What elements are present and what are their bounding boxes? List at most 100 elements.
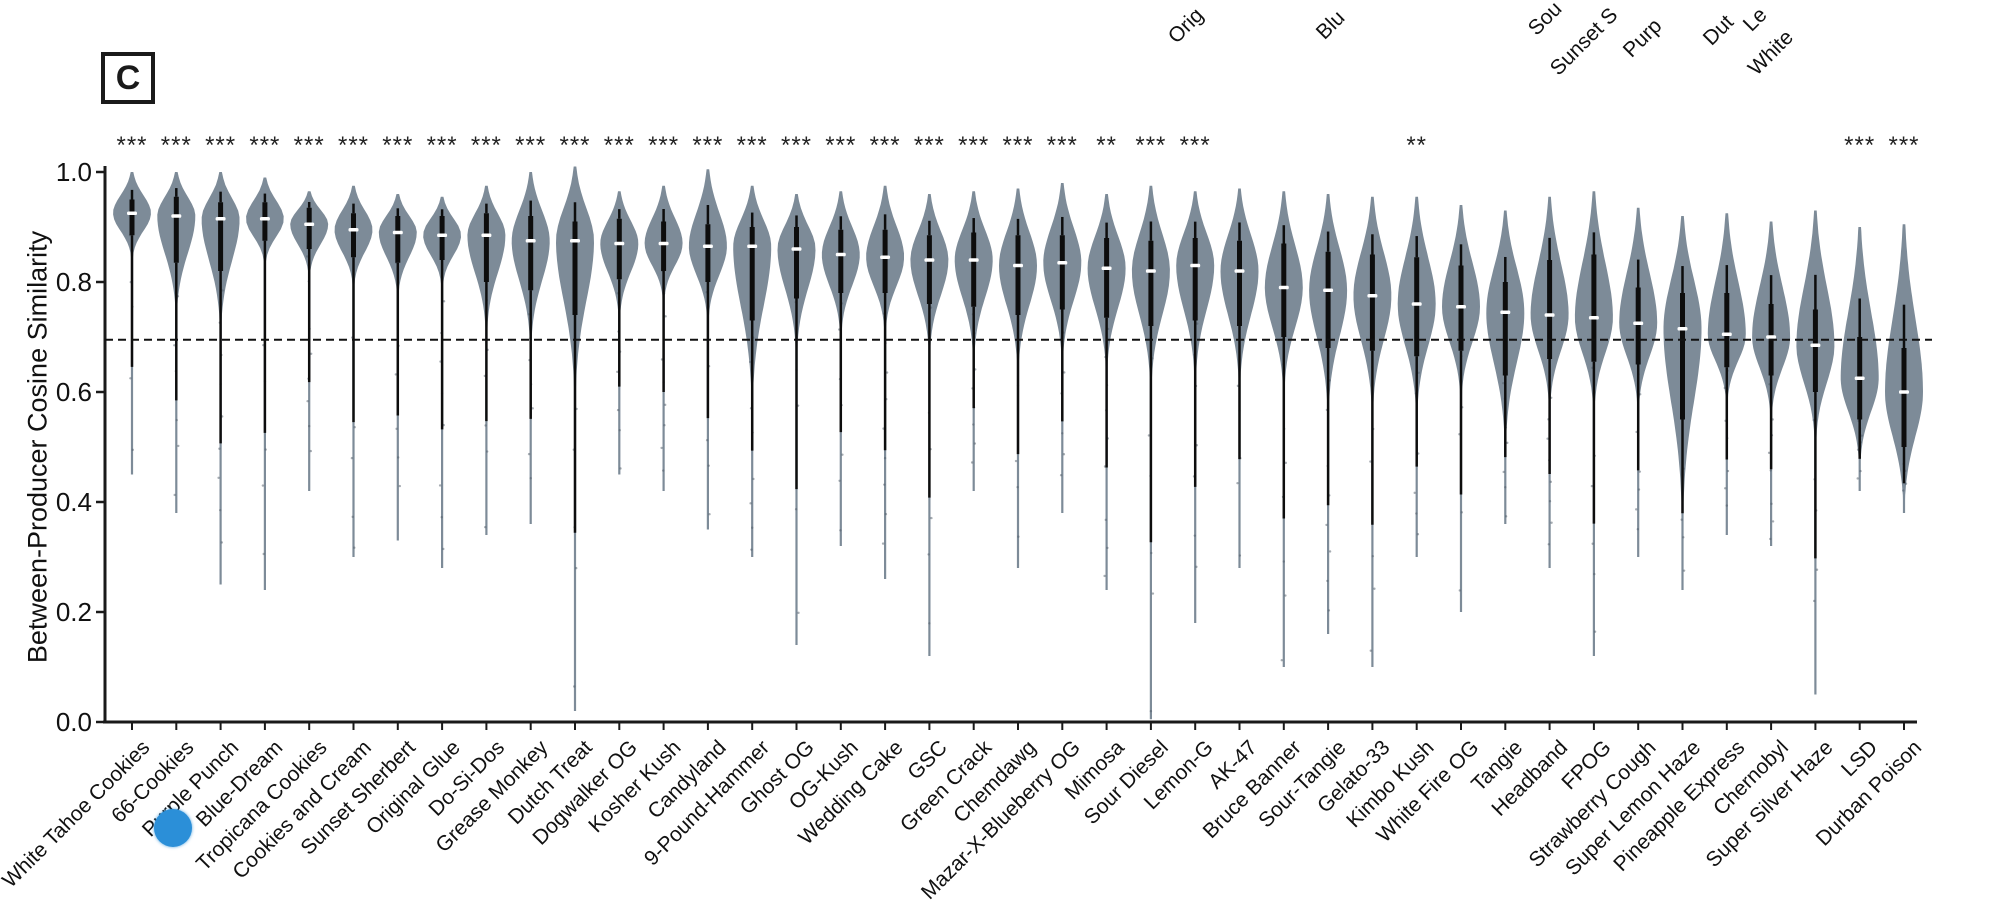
tail-point bbox=[1904, 482, 1908, 485]
tail-point bbox=[1547, 543, 1551, 546]
tail-point bbox=[1059, 474, 1063, 477]
tail-point bbox=[438, 484, 442, 487]
tail-point bbox=[261, 484, 265, 487]
tail-point bbox=[1593, 630, 1597, 633]
tail-point bbox=[1767, 451, 1771, 455]
tail-point bbox=[1415, 512, 1418, 515]
tail-point bbox=[177, 444, 180, 448]
tail-point bbox=[1284, 461, 1288, 465]
tail-point bbox=[1417, 371, 1420, 375]
tail-point bbox=[973, 442, 977, 445]
significance-stars: *** bbox=[1888, 132, 1920, 159]
iqr-box bbox=[1148, 240, 1154, 326]
tail-point bbox=[797, 611, 800, 615]
panel-label: C bbox=[115, 58, 141, 97]
tail-point bbox=[1502, 381, 1505, 385]
tail-point bbox=[664, 315, 667, 318]
iqr-box bbox=[1724, 293, 1730, 368]
median-dash bbox=[1677, 326, 1688, 331]
tail-point bbox=[218, 447, 221, 450]
iqr-box bbox=[1192, 238, 1198, 321]
tail-point bbox=[1504, 486, 1507, 489]
tail-point bbox=[883, 456, 887, 460]
significance-stars: *** bbox=[648, 132, 680, 159]
tail-point bbox=[705, 438, 709, 442]
tail-point bbox=[1416, 533, 1420, 536]
panel-label-box: C bbox=[101, 52, 155, 104]
median-dash bbox=[570, 238, 580, 243]
tail-point bbox=[1104, 518, 1108, 522]
tail-point bbox=[131, 448, 134, 452]
significance-stars: *** bbox=[825, 132, 857, 159]
iqr-box bbox=[1104, 238, 1110, 318]
tail-point bbox=[486, 450, 489, 453]
tail-point bbox=[353, 546, 356, 549]
tail-point bbox=[1637, 488, 1641, 491]
iqr-box bbox=[971, 232, 977, 307]
iqr-box bbox=[173, 196, 179, 263]
median-dash bbox=[835, 252, 846, 257]
tail-point bbox=[484, 424, 487, 427]
median-dash bbox=[1190, 263, 1201, 268]
tail-point bbox=[1769, 469, 1772, 472]
iqr-box bbox=[439, 216, 445, 260]
tail-point bbox=[351, 515, 354, 519]
tail-point bbox=[972, 423, 975, 426]
y-tick-label: 0.0 bbox=[55, 707, 92, 737]
tail-point bbox=[1063, 371, 1066, 374]
tail-point bbox=[1723, 386, 1727, 390]
tail-point bbox=[1193, 534, 1197, 537]
tail-point bbox=[1550, 521, 1553, 524]
iqr-box bbox=[572, 221, 578, 315]
tail-point bbox=[1725, 504, 1729, 507]
tail-point bbox=[397, 456, 400, 459]
iqr-box bbox=[1015, 235, 1021, 315]
median-dash bbox=[1766, 335, 1777, 339]
tail-point bbox=[1724, 487, 1727, 490]
median-dash bbox=[525, 238, 536, 243]
median-dash bbox=[481, 233, 492, 238]
significance-stars: *** bbox=[515, 132, 547, 159]
significance-stars: *** bbox=[470, 132, 502, 159]
median-dash bbox=[1456, 304, 1466, 309]
tail-point bbox=[1639, 393, 1642, 396]
median-dash bbox=[1411, 302, 1422, 306]
tail-point bbox=[440, 515, 443, 519]
tail-point bbox=[928, 622, 931, 625]
tail-point bbox=[927, 553, 930, 556]
tail-point bbox=[662, 469, 665, 472]
median-dash bbox=[791, 247, 802, 251]
tail-point bbox=[1770, 502, 1773, 506]
tail-point bbox=[1150, 551, 1153, 555]
significance-stars: *** bbox=[780, 132, 813, 159]
median-dash bbox=[348, 227, 359, 232]
tail-point bbox=[1326, 579, 1329, 583]
tail-point bbox=[749, 360, 752, 364]
y-tick-label: 0.8 bbox=[55, 267, 92, 297]
tail-point bbox=[616, 408, 620, 412]
iqr-box bbox=[395, 216, 401, 263]
median-dash bbox=[1323, 288, 1334, 293]
significance-stars: *** bbox=[116, 132, 148, 159]
significance-stars: *** bbox=[1046, 132, 1078, 159]
median-dash bbox=[747, 244, 758, 249]
tail-point bbox=[749, 502, 752, 505]
tail-point bbox=[1369, 649, 1373, 652]
tail-point bbox=[1195, 565, 1198, 569]
tail-point bbox=[1502, 470, 1505, 474]
iqr-box bbox=[1502, 282, 1508, 376]
median-dash bbox=[1500, 310, 1511, 315]
tail-point bbox=[663, 424, 666, 427]
median-dash bbox=[968, 258, 979, 262]
tail-point bbox=[1328, 550, 1332, 553]
iqr-box bbox=[1414, 257, 1420, 357]
significance-stars: *** bbox=[1179, 132, 1211, 159]
median-dash bbox=[171, 214, 182, 218]
tail-point bbox=[1902, 489, 1905, 492]
median-dash bbox=[259, 216, 270, 221]
tail-point bbox=[1014, 459, 1018, 463]
median-dash bbox=[1899, 390, 1909, 394]
significance-stars: *** bbox=[913, 132, 945, 159]
median-dash bbox=[614, 241, 625, 246]
tail-point bbox=[1151, 592, 1155, 595]
